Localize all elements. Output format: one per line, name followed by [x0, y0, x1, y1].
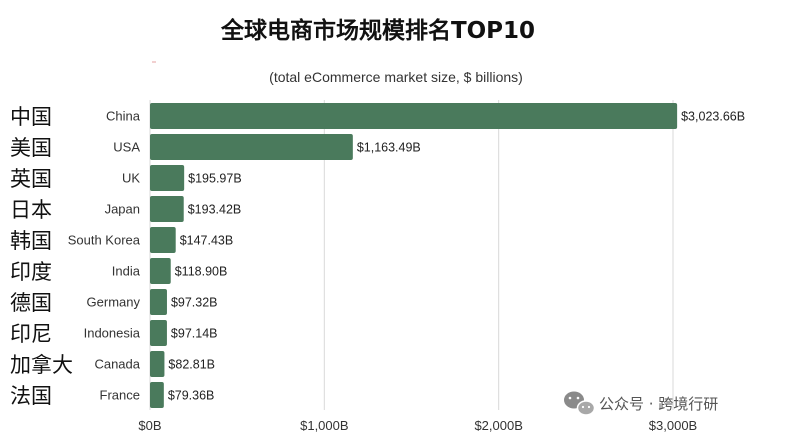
value-label-7: $97.14B [171, 327, 218, 341]
value-label-6: $97.32B [171, 296, 218, 310]
value-label-2: $195.97B [188, 172, 242, 186]
x-tick-label-2: $2,000B [474, 418, 522, 433]
category-label-9: France [100, 388, 140, 403]
category-label-zh-4: 韩国 [10, 229, 52, 253]
x-tick-label-3: $3,000B [649, 418, 697, 433]
x-tick-label-0: $0B [138, 418, 161, 433]
category-label-8: Canada [94, 357, 140, 372]
category-label-zh-8: 加拿大 [10, 353, 73, 377]
category-label-zh-7: 印尼 [10, 322, 52, 346]
watermark: 公众号 · 跨境行研 [564, 391, 718, 416]
bar-usa [150, 134, 353, 160]
x-axis-ticks: $0B $1,000B $2,000B $3,000B [138, 418, 697, 433]
category-label-1: USA [113, 140, 140, 155]
bar-japan [150, 196, 184, 222]
labels: $3,023.66B China 中国 $1,163.49B USA 美国 $195.97B… [10, 105, 745, 408]
bar-france [150, 382, 164, 408]
category-label-zh-0: 中国 [10, 105, 52, 129]
category-label-zh-1: 美国 [10, 136, 52, 160]
value-label-4: $147.43B [180, 234, 234, 248]
category-label-3: Japan [105, 202, 140, 217]
category-label-0: China [106, 109, 141, 124]
bar-india [150, 258, 171, 284]
category-label-zh-3: 日本 [10, 198, 52, 222]
value-label-1: $1,163.49B [357, 141, 421, 155]
bars [150, 103, 678, 408]
category-label-4: South Korea [68, 233, 141, 248]
wechat-icon [564, 391, 596, 416]
category-label-zh-2: 英国 [10, 167, 52, 191]
category-label-7: Indonesia [84, 326, 141, 341]
bar-south-korea [150, 227, 176, 253]
category-label-6: Germany [87, 295, 141, 310]
bar-germany [150, 289, 167, 315]
category-label-zh-6: 德国 [10, 291, 52, 315]
value-label-8: $82.81B [168, 358, 215, 372]
category-label-5: India [112, 264, 141, 279]
category-label-zh-9: 法国 [10, 384, 52, 408]
x-tick-label-1: $1,000B [300, 418, 348, 433]
value-label-5: $118.90B [175, 265, 228, 279]
chart-subtitle: (total eCommerce market size, $ billions… [269, 69, 523, 85]
chart-title: 全球电商市场规模排名TOP10 [220, 17, 535, 44]
bar-indonesia [150, 320, 167, 346]
value-label-9: $79.36B [168, 389, 215, 403]
bar-uk [150, 165, 185, 191]
bar-china [150, 103, 678, 129]
value-label-3: $193.42B [188, 203, 242, 217]
bar-canada [150, 351, 165, 377]
watermark-text: 公众号 · 跨境行研 [599, 395, 718, 413]
category-label-zh-5: 印度 [10, 260, 52, 284]
category-label-2: UK [122, 171, 140, 186]
value-label-0: $3,023.66B [681, 110, 745, 124]
